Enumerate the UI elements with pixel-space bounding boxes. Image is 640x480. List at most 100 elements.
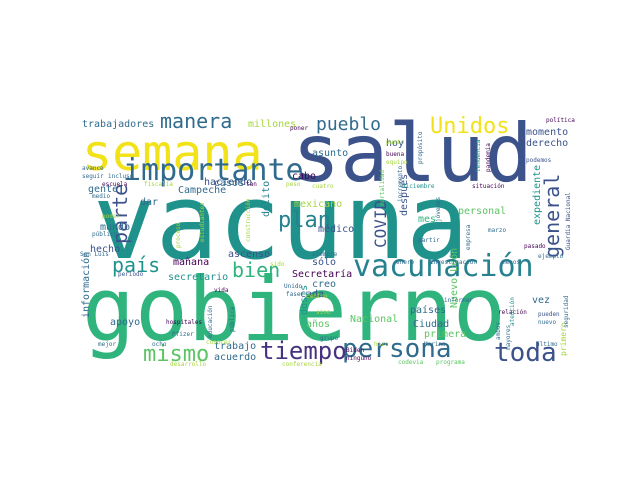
- word-grupo: grupo: [320, 335, 339, 342]
- word-vez: vez: [532, 295, 551, 306]
- word-medio: medio: [92, 193, 111, 200]
- word-mismo: mismo: [143, 342, 210, 367]
- word-hecho: hecho: [90, 244, 121, 255]
- word-ninguno: ninguno: [346, 355, 372, 362]
- word-sino: sino: [316, 309, 331, 316]
- word-salud: salud: [292, 110, 533, 200]
- word-expediente: expediente: [532, 164, 543, 225]
- word-mañana: mañana: [173, 257, 210, 268]
- word-acuerdo: acuerdo: [214, 352, 257, 363]
- word-médico: médico: [318, 224, 355, 235]
- word-siempre: siempre: [312, 251, 338, 258]
- word-hospitales: hospitales: [166, 319, 203, 326]
- word-plan: plan: [278, 208, 331, 233]
- word-pueblo: pueblo: [316, 114, 382, 135]
- word-centro: centro: [306, 293, 328, 300]
- word-unidos: Unidos: [430, 114, 510, 139]
- word-creo: creo: [312, 279, 337, 290]
- word-cloud: vacuna gobierno salud semana vacunación impor…: [80, 110, 580, 370]
- word-conocer: conocer: [206, 339, 232, 346]
- word-punto: punto: [386, 139, 405, 146]
- word-años: años: [306, 319, 331, 330]
- word-investigación: investigación: [430, 259, 477, 266]
- word-atención: atención: [509, 297, 516, 326]
- word-hoy: hoy: [386, 138, 405, 149]
- word-marina: Marina: [424, 341, 446, 348]
- word-mundo: mundo: [100, 222, 131, 233]
- word-biden: Biden: [346, 347, 365, 354]
- word-avance: avance: [82, 165, 104, 172]
- word-pasado: pasado: [524, 243, 546, 250]
- word-propósito: propósito: [417, 131, 424, 164]
- word-desarrollo: desarrollo: [170, 361, 207, 368]
- word-vacuna: vacuna: [93, 161, 469, 283]
- word-buena: buena: [386, 151, 405, 158]
- word-diciembre: diciembre: [402, 183, 435, 190]
- word-vacunación: vacunación: [353, 249, 534, 284]
- word-política: política: [546, 117, 575, 124]
- word-incluso: incluso: [108, 173, 134, 180]
- word-poder: poder: [102, 213, 121, 220]
- word-partir: partir: [418, 237, 440, 244]
- word-ocho: ocho: [152, 341, 167, 348]
- word-trabajadores: trabajadores: [82, 119, 155, 130]
- word-último: último: [536, 341, 558, 348]
- word-empresa: empresa: [465, 224, 472, 250]
- word-informar: informar: [444, 297, 473, 304]
- word-unido: Unido: [284, 283, 303, 290]
- word-podemos: podemos: [526, 157, 552, 164]
- word-persona: persona: [342, 334, 452, 364]
- word-mexicano: mexicano: [294, 199, 343, 210]
- word-asunto: asunto: [312, 148, 349, 159]
- word-pandemia: pandemia: [485, 143, 492, 172]
- word-mes: mes: [418, 214, 437, 225]
- word-manera: manera: [160, 110, 233, 133]
- word-países: países: [410, 305, 447, 316]
- word-situación: situación: [472, 183, 505, 190]
- word-equipo: equipo: [386, 159, 408, 166]
- word-casos: casos: [214, 178, 245, 189]
- word-mayores: mayores: [505, 324, 512, 350]
- word-vida: vida: [214, 287, 229, 294]
- word-primera: primera: [424, 329, 467, 340]
- word-cabo: cabo: [292, 171, 317, 182]
- word-país: país: [112, 253, 161, 277]
- word-seguir: seguir: [82, 173, 104, 180]
- word-programa: programa: [436, 359, 465, 366]
- word-gente: gente: [88, 184, 119, 195]
- word-tiempo: tiempo: [260, 337, 347, 365]
- word-secretaría: Secretaría: [292, 269, 353, 280]
- word-sido: sido: [270, 261, 285, 268]
- word-ejemplo: ejemplo: [538, 253, 564, 260]
- word-pública: pública: [229, 306, 236, 332]
- word-san-luis: San Luis: [80, 251, 109, 258]
- word-delito: delito: [261, 180, 272, 217]
- word-nuevo: nuevo: [538, 319, 557, 326]
- word-peso: peso: [286, 181, 301, 188]
- word-seguridad: seguridad: [563, 295, 570, 328]
- word-tan: tan: [246, 181, 257, 188]
- word-cada: cada: [300, 289, 325, 300]
- word-jóvenes: jóvenes: [435, 196, 442, 222]
- word-mortalidad: mortalidad: [379, 169, 386, 206]
- word-trabajo: trabajo: [214, 341, 257, 352]
- word-poner: poner: [290, 125, 309, 132]
- word-fiscalía: fiscalía: [144, 181, 173, 188]
- word-haciendo: haciendo: [204, 177, 253, 188]
- word-derecho: derecho: [526, 138, 569, 149]
- word-ascenso: ascenso: [228, 249, 271, 260]
- word-personal: personal: [458, 206, 507, 217]
- word-nacional: Nacional: [350, 314, 399, 325]
- word-ambos: ambos: [495, 321, 502, 340]
- word-importante: importante: [123, 153, 304, 188]
- word-semana: semana: [82, 124, 263, 182]
- word-construcción: construcción: [245, 198, 252, 242]
- word-hizo: hizo: [374, 341, 389, 348]
- word-sólo: sólo: [312, 257, 337, 268]
- word-fase: fase: [286, 291, 301, 298]
- word-bien: bien: [232, 258, 281, 282]
- word-pueden: pueden: [538, 311, 560, 318]
- word-gobierno: gobierno: [82, 258, 506, 361]
- word-enero: enero: [396, 259, 415, 266]
- word-secretario: secretario: [168, 272, 229, 283]
